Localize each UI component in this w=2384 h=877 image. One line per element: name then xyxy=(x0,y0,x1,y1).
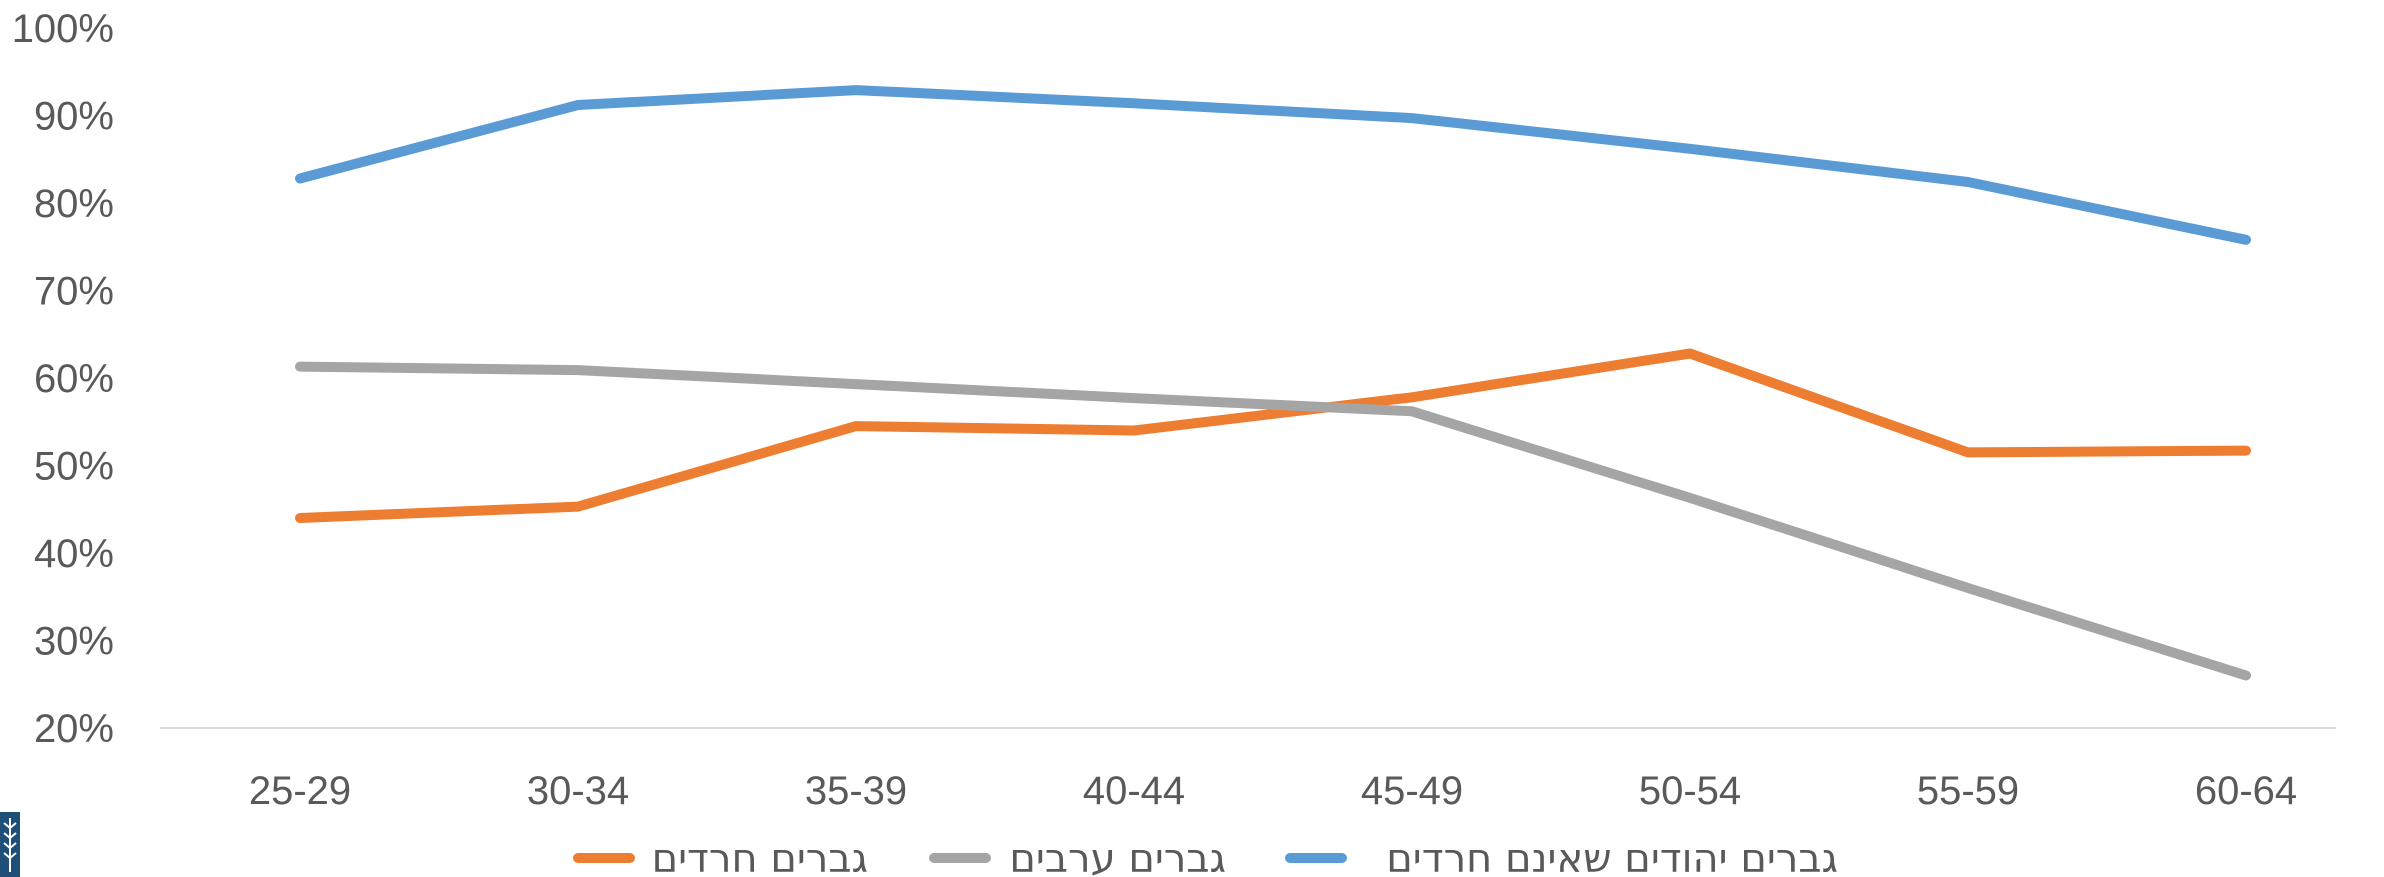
x-tick-label: 30-34 xyxy=(527,769,629,813)
x-axis-tick-labels: 25-29 30-34 35-39 40-44 45-49 50-54 55-59 60-64 xyxy=(249,769,2297,813)
y-tick-label: 100% xyxy=(12,7,114,51)
y-tick-label: 90% xyxy=(34,95,114,139)
y-tick-label: 30% xyxy=(34,620,114,664)
y-tick-label: 50% xyxy=(34,445,114,489)
legend-label: גברים ערבים xyxy=(1009,836,1226,877)
y-axis-tick-labels: 20% 30% 40% 50% 60% 70% 80% 90% 100% xyxy=(12,7,114,751)
series-line-3 xyxy=(295,85,2251,245)
x-tick-label: 40-44 xyxy=(1083,769,1185,813)
x-tick-label: 60-64 xyxy=(2195,769,2297,813)
series-line-1 xyxy=(295,348,2251,523)
x-tick-label: 45-49 xyxy=(1361,769,1463,813)
x-tick-label: 50-54 xyxy=(1639,769,1741,813)
series-lines xyxy=(295,85,2251,681)
y-tick-label: 60% xyxy=(34,357,114,401)
bank-logo-icon xyxy=(0,812,20,877)
legend-label: גברים יהודים שאינם חרדים xyxy=(1386,836,1838,877)
y-tick-label: 20% xyxy=(34,707,114,751)
series-line-2 xyxy=(295,361,2251,681)
legend-label: גברים חרדים xyxy=(652,836,868,877)
y-tick-label: 40% xyxy=(34,532,114,576)
legend: גברים חרדים גברים ערבים גברים יהודים שאינם… xyxy=(573,836,1838,877)
y-tick-label: 80% xyxy=(34,182,114,226)
y-tick-label: 70% xyxy=(34,270,114,314)
x-tick-label: 35-39 xyxy=(805,769,907,813)
x-tick-label: 25-29 xyxy=(249,769,351,813)
x-tick-label: 55-59 xyxy=(1917,769,2019,813)
